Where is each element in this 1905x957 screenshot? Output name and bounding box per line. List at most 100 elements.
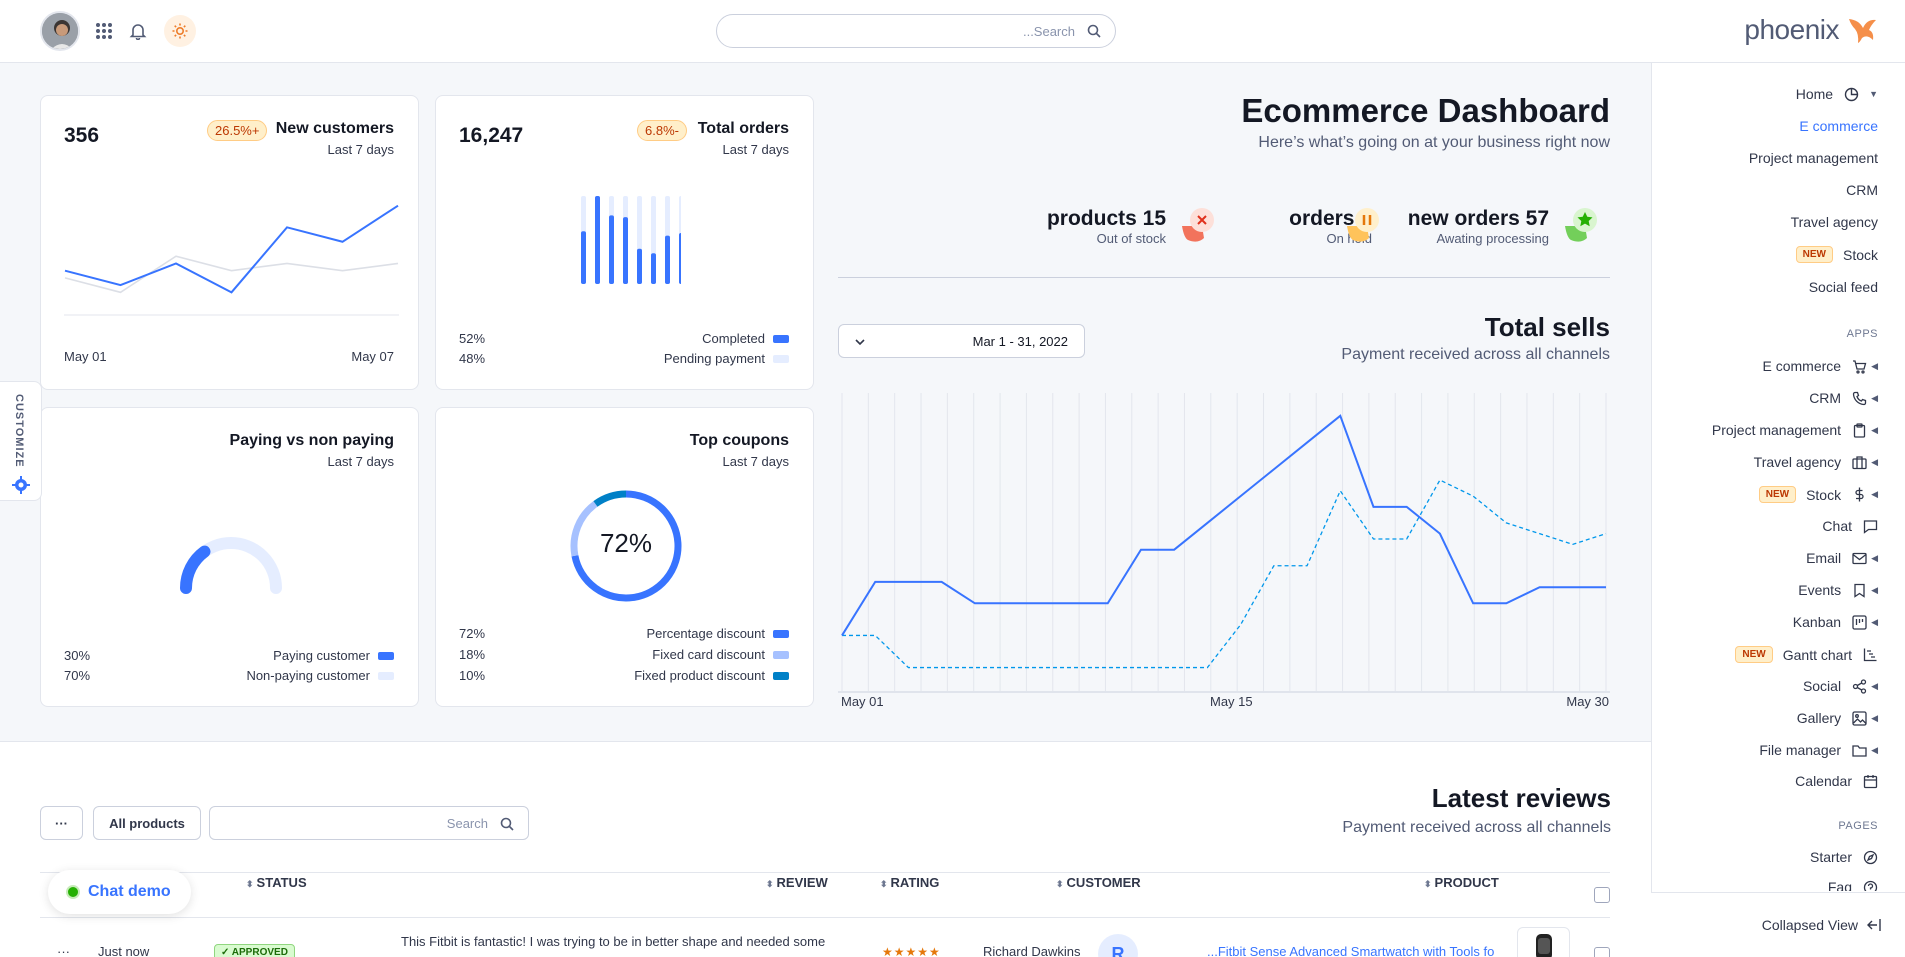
app-travel-agency[interactable]: Travel agency ◀ xyxy=(1754,454,1878,470)
chevron-left-icon: ◀ xyxy=(1871,712,1878,723)
card-title: Paying vs non paying xyxy=(229,432,394,449)
nav-travel-agency[interactable]: Travel agency xyxy=(1790,214,1878,230)
total-sells-title: Total sells xyxy=(1484,312,1610,342)
row-checkbox[interactable] xyxy=(1594,947,1610,957)
search-icon xyxy=(1087,24,1101,38)
nav-label: Starter xyxy=(1809,849,1852,865)
legend-row: 48% Pending payment xyxy=(459,351,789,366)
app-file-manager[interactable]: File manager ◀ xyxy=(1759,742,1878,758)
app-email[interactable]: Email ◀ xyxy=(1806,550,1878,566)
more-options-button[interactable]: ··· xyxy=(40,806,83,840)
nav-stock[interactable]: NEW Stock xyxy=(1795,246,1878,263)
row-actions-button[interactable]: ··· xyxy=(57,944,70,957)
legend-row: 70% Non-paying customer xyxy=(64,668,394,683)
legend-pct: 48% xyxy=(459,351,486,366)
compass-icon xyxy=(1862,849,1878,865)
shopping-cart-icon xyxy=(1851,358,1867,374)
chevron-down-icon: ▼ xyxy=(1869,89,1878,99)
legend-swatch xyxy=(378,651,394,660)
column-header-review[interactable]: ⬍ REVIEW xyxy=(766,875,828,890)
total-sells-x-axis: May 01 May 15 May 30 xyxy=(841,694,1611,712)
nav-home[interactable]: Home ▼ xyxy=(1796,86,1878,102)
column-header-customer[interactable]: ⬍ CUSTOMER xyxy=(1056,875,1141,890)
nav-label: E commerce xyxy=(1762,358,1842,374)
date-range-select[interactable]: Mar 1 - 31, 2022 xyxy=(838,324,1085,358)
stat-label: Out of stock xyxy=(1096,231,1166,246)
page-starter[interactable]: Starter xyxy=(1810,849,1878,865)
clipboard-icon xyxy=(1851,422,1867,438)
collapse-arrow-icon xyxy=(1867,919,1881,931)
column-header-product[interactable]: ⬍ PRODUCT xyxy=(1424,875,1499,890)
app-ecommerce[interactable]: E commerce ◀ xyxy=(1763,358,1879,374)
global-search-input[interactable]: ...Search xyxy=(716,14,1116,48)
avatar[interactable] xyxy=(40,11,80,51)
card-title: Top coupons xyxy=(689,432,789,449)
apps-section-heading: APPS xyxy=(1846,328,1878,340)
legend-swatch xyxy=(773,334,789,343)
slice-percentage xyxy=(571,490,682,602)
total-orders-card: 16,247 6.8%- Total orders Last 7 days 52… xyxy=(435,95,814,390)
x-start-label: May 01 xyxy=(64,349,107,364)
card-subtitle: Last 7 days xyxy=(722,142,790,157)
chat-demo-button[interactable]: Chat demo xyxy=(48,870,191,914)
bar-completed xyxy=(665,235,670,284)
total-sells-chart xyxy=(838,393,1610,693)
legend-label: Fixed card discount xyxy=(652,647,765,662)
bar-completed xyxy=(609,215,614,284)
nav-ecommerce[interactable]: E commerce xyxy=(1799,118,1878,134)
coupons-center-value: 72% xyxy=(599,528,653,558)
pie-chart-icon xyxy=(1843,86,1859,102)
customer-name[interactable]: Richard Dawkins xyxy=(983,944,1081,957)
apps-grid-icon[interactable] xyxy=(91,18,117,44)
search-placeholder: ...Search xyxy=(1022,24,1075,39)
out-of-stock-icon xyxy=(1182,208,1214,242)
select-all-checkbox[interactable] xyxy=(1594,887,1610,903)
x-end-label: May 07 xyxy=(351,349,394,364)
review-time: Just now xyxy=(98,944,150,957)
nav-social-feed[interactable]: Social feed xyxy=(1808,279,1878,295)
new-badge: NEW xyxy=(1758,486,1797,503)
nav-project-management[interactable]: Project management xyxy=(1748,150,1878,166)
table-divider xyxy=(40,872,1610,873)
app-stock[interactable]: NEW Stock ◀ xyxy=(1758,486,1878,503)
logo[interactable]: phoenix xyxy=(1744,14,1877,46)
page-faq[interactable]: Faq xyxy=(1828,879,1878,891)
product-link[interactable]: ...Fitbit Sense Advanced Smartwatch with… xyxy=(1207,944,1495,957)
chevron-left-icon: ◀ xyxy=(1871,424,1878,435)
customer-avatar[interactable]: R xyxy=(1098,934,1138,957)
new-orders-icon xyxy=(1565,208,1597,242)
chevron-left-icon: ◀ xyxy=(1871,360,1878,371)
series-line-previous xyxy=(64,255,399,294)
latest-reviews-section: Latest reviews Payment received across a… xyxy=(0,741,1651,957)
legend-label: Non-paying customer xyxy=(246,668,370,683)
gear-icon xyxy=(12,476,30,494)
logo-text: phoenix xyxy=(1744,14,1839,45)
app-gallery[interactable]: Gallery ◀ xyxy=(1797,710,1878,726)
theme-toggle-button[interactable] xyxy=(164,15,196,47)
nav-label: Gallery xyxy=(1796,710,1842,726)
app-project-management[interactable]: Project management ◀ xyxy=(1712,422,1878,438)
slice-fixed-product xyxy=(593,490,627,507)
bell-icon[interactable] xyxy=(125,18,151,44)
nav-label: Gantt chart xyxy=(1782,646,1852,663)
app-kanban[interactable]: Kanban ◀ xyxy=(1793,614,1878,630)
calendar-icon xyxy=(1862,773,1878,789)
app-chat[interactable]: Chat xyxy=(1822,518,1878,534)
all-products-button[interactable]: All products xyxy=(93,806,201,840)
app-crm[interactable]: CRM ◀ xyxy=(1809,390,1878,406)
top-bar: ...Search phoenix xyxy=(0,0,1905,63)
card-subtitle: Last 7 days xyxy=(722,454,790,469)
column-header-status[interactable]: ⬍ STATUS xyxy=(246,875,307,890)
app-calendar[interactable]: Calendar xyxy=(1795,773,1878,789)
column-header-rating[interactable]: ⬍ RATING xyxy=(880,875,940,890)
product-thumbnail[interactable] xyxy=(1517,927,1570,957)
bar-completed xyxy=(651,253,656,284)
app-events[interactable]: Events ◀ xyxy=(1798,582,1878,598)
reviews-search-input[interactable]: Search xyxy=(209,806,529,840)
nav-label: Faq xyxy=(1827,879,1852,891)
customize-tab[interactable]: CUSTOMIZE xyxy=(0,381,42,501)
collapse-sidebar-button[interactable]: Collapsed View xyxy=(1651,892,1905,957)
nav-crm[interactable]: CRM xyxy=(1846,182,1878,198)
app-gantt-chart[interactable]: NEW Gantt chart xyxy=(1735,646,1878,663)
app-social[interactable]: Social ◀ xyxy=(1803,678,1878,694)
